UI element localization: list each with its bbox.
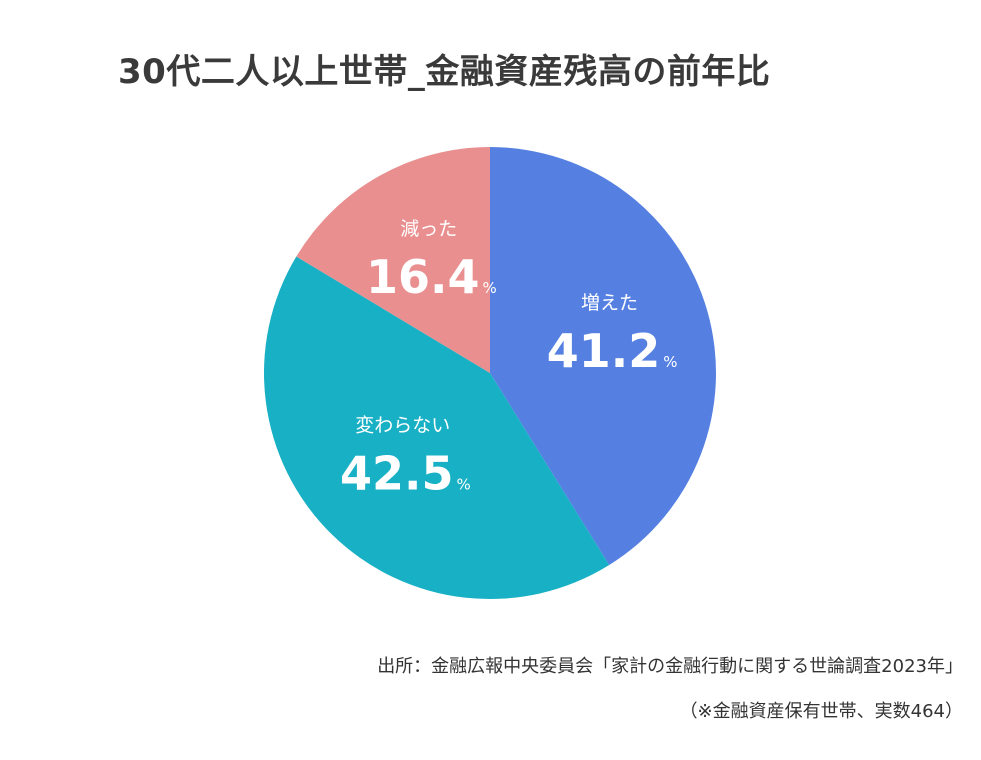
pie-slice-1	[490, 147, 717, 566]
slice-value-2: 42.5	[340, 447, 454, 501]
slice-value-3: 16.4	[366, 250, 480, 304]
slice-unit-2: %	[456, 476, 470, 494]
slice-unit-3: %	[483, 279, 497, 297]
slice-label-2: 変わらない	[355, 415, 450, 437]
slice-unit-1: %	[663, 353, 677, 371]
source-text: 出所：金融広報中央委員会「家計の金融行動に関する世論調査2023年」	[377, 656, 963, 677]
slice-label-1: 増えた	[581, 292, 638, 314]
pie-slice-3	[296, 147, 490, 373]
chart-title: 30代二人以上世帯_金融資産残高の前年比	[118, 52, 771, 92]
slice-value-1: 41.2	[547, 324, 661, 378]
slice-label-3: 減った	[400, 218, 457, 240]
source-note: （※金融資産保有世帯、実数464）	[679, 701, 963, 722]
pie-slice-2	[264, 256, 610, 599]
